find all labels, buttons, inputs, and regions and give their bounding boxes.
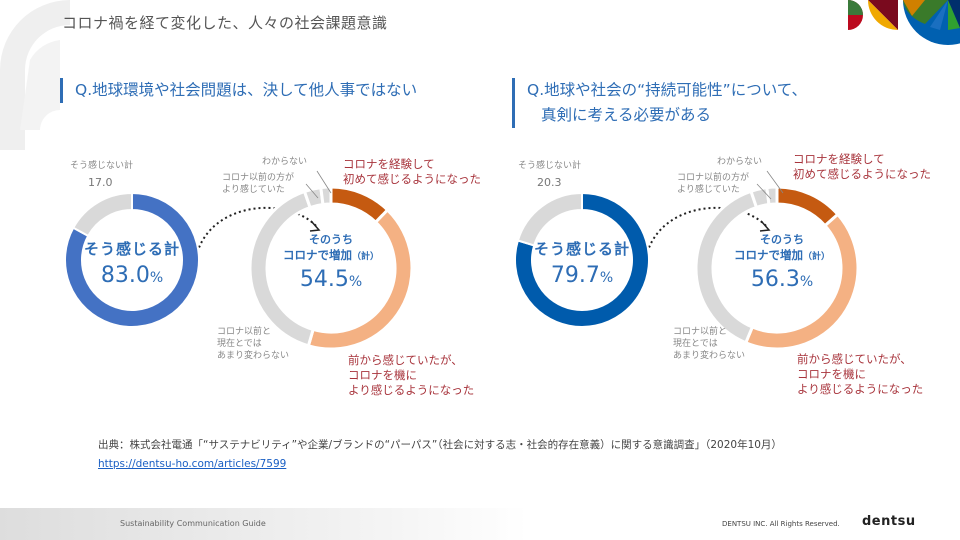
background-curve-decoration: [0, 0, 70, 150]
label-more: 前から感じていたが、 コロナを機に より感じるようになった: [348, 353, 475, 397]
label-first-time: コロナを経験して 初めて感じるようになった: [343, 157, 481, 186]
top-right-logo-pies: [848, 0, 960, 45]
page-title: コロナ禍を経て変化した、人々の社会課題意識: [62, 14, 388, 32]
donut-segment: [64, 191, 200, 328]
question-heading: Q.地球環境や社会問題は、決して他人事ではない: [60, 78, 417, 103]
arrow-head: [309, 221, 321, 232]
question-heading: Q.地球や社会の“持続可能性”について、 真剣に考える必要がある: [512, 78, 807, 128]
donut-segment: [319, 185, 333, 207]
label-same: コロナ以前と 現在とでは あまり変わらない: [217, 327, 290, 361]
not-feel-label: そう感じない計: [70, 161, 134, 171]
footer-copyright: DENTSU INC. All Rights Reserved.: [722, 520, 840, 528]
feel-center: そう感じる計 79.7%: [533, 240, 630, 288]
dentsu-logo: dentsu: [862, 514, 916, 529]
source-citation: 出典：株式会社電通「“サステナビリティ”や企業/ブランドの“パーパス”（社会に対…: [98, 439, 782, 451]
dotted-arrow: [194, 207, 319, 263]
not-feel-value: 20.3: [537, 176, 562, 189]
donut-segment: [765, 185, 779, 207]
donut-segment: [514, 191, 650, 328]
footer-guide-title: Sustainability Communication Guide: [120, 519, 266, 528]
label-unknown: わからない: [717, 157, 763, 167]
dotted-arrow: [644, 207, 769, 263]
increase-center: そのうち コロナで増加（計） 56.3%: [733, 233, 830, 292]
label-before: コロナ以前の方が より感じていた: [677, 173, 750, 195]
not-feel-value: 17.0: [88, 176, 113, 189]
donut-segment: [775, 185, 840, 228]
not-feel-label: そう感じない計: [518, 161, 582, 171]
arrow-head: [759, 221, 771, 232]
donut-segment: [71, 191, 133, 238]
source-link[interactable]: https://dentsu-ho.com/articles/7599: [98, 458, 287, 470]
label-before: コロナ以前の方が より感じていた: [222, 173, 295, 195]
label-same: コロナ以前と 現在とでは あまり変わらない: [673, 327, 746, 361]
label-first-time: コロナを経験して 初めて感じるようになった: [793, 152, 931, 181]
footer-bar: [0, 508, 960, 540]
increase-center: そのうち コロナで増加（計） 54.5%: [282, 233, 379, 292]
feel-center: そう感じる計 83.0%: [83, 240, 180, 288]
leader-lines: [305, 170, 784, 200]
donut-segment: [516, 191, 583, 247]
label-more: 前から感じていたが、 コロナを機に より感じるようになった: [797, 352, 924, 396]
label-unknown: わからない: [262, 157, 308, 167]
